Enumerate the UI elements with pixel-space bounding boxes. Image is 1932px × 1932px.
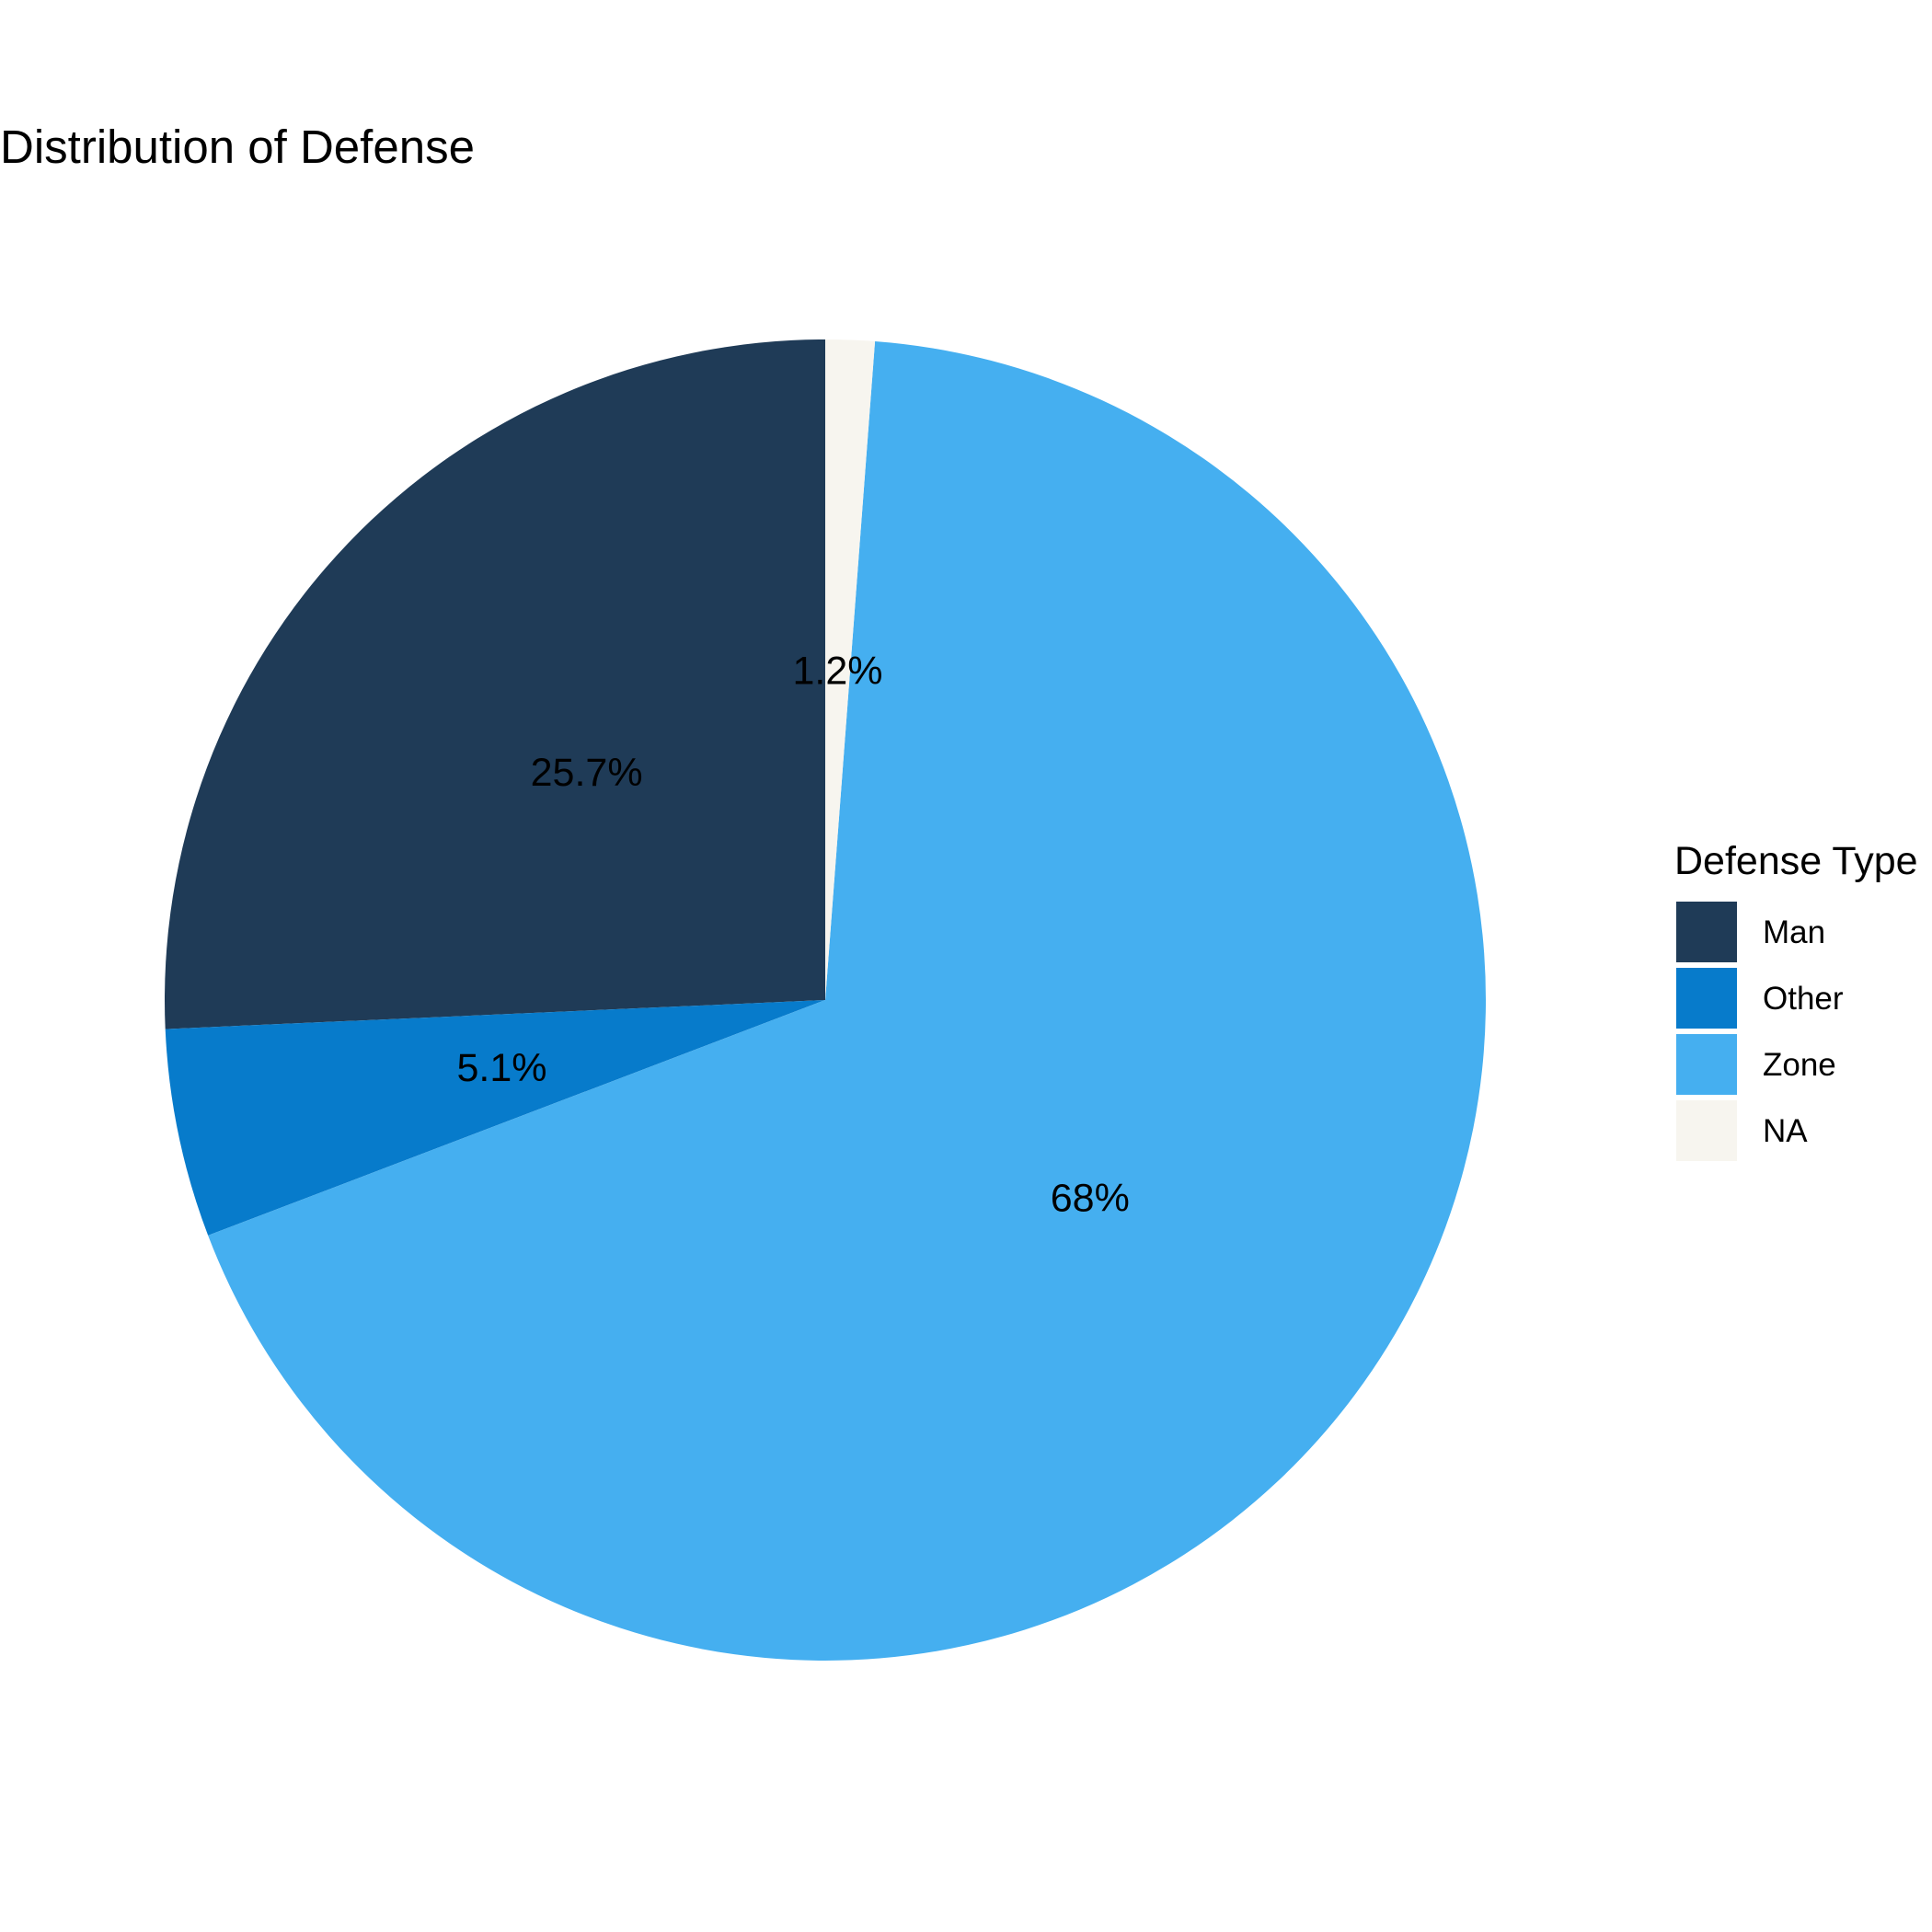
pie-slice-zone (208, 341, 1486, 1662)
legend-label-zone: Zone (1763, 1047, 1836, 1083)
legend-key-other (1676, 968, 1737, 1029)
pie-slice-na (825, 339, 876, 1000)
legend-label-man: Man (1763, 914, 1825, 950)
pie-slice-man (164, 339, 825, 1029)
slice-label-other: 5.1% (456, 1046, 546, 1090)
legend-label-other: Other (1763, 981, 1844, 1017)
pie-slices (164, 339, 1486, 1662)
legend-items: Man Other Zone NA (1676, 902, 1844, 1161)
chart-title: Distribution of Defense (0, 121, 475, 173)
legend-key-na (1676, 1100, 1737, 1161)
pie-slice-labels: 25.7% 5.1% 68% 1.2% (456, 649, 1129, 1220)
slice-label-na: 1.2% (792, 649, 882, 693)
legend-key-man (1676, 902, 1737, 962)
legend-title: Defense Type (1674, 839, 1918, 883)
pie-slice-other (165, 1000, 825, 1236)
legend: Defense Type Man Other Zone NA (1674, 839, 1918, 1161)
slice-label-man: 25.7% (531, 751, 643, 795)
slice-label-zone: 68% (1051, 1177, 1130, 1221)
legend-key-zone (1676, 1034, 1737, 1095)
legend-label-na: NA (1763, 1113, 1808, 1149)
